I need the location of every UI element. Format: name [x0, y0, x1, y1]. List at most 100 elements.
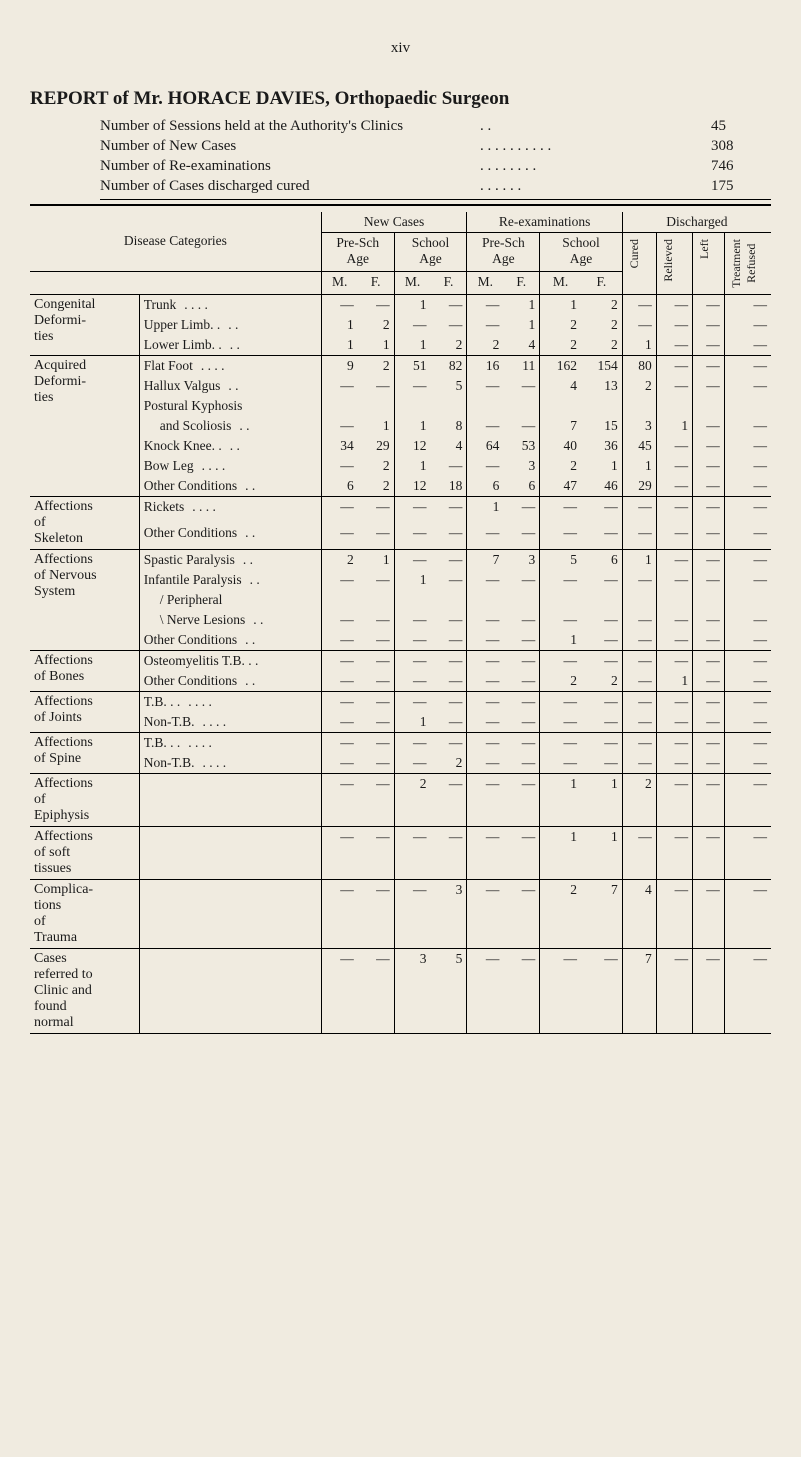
- report-title: REPORT of Mr. HORACE DAVIES, Orthopaedic…: [30, 88, 509, 109]
- data-cell: —: [358, 294, 394, 315]
- data-cell: 36: [581, 436, 622, 456]
- disease-tail-dots: . .: [245, 632, 255, 648]
- data-cell: —: [581, 691, 622, 712]
- data-cell: 3: [431, 879, 467, 948]
- data-cell: 82: [431, 355, 467, 376]
- disease-tail-dots: . .: [230, 337, 240, 353]
- disease-tail-dots: . .: [228, 317, 238, 333]
- table-row: AcquiredDeformi-tiesFlat Foot. . . .9251…: [30, 355, 771, 376]
- data-cell: —: [431, 671, 467, 692]
- data-cell: —: [693, 416, 725, 436]
- data-cell: —: [503, 826, 539, 879]
- data-cell: —: [467, 879, 503, 948]
- data-cell: —: [656, 496, 692, 523]
- hdr-m: M.: [394, 272, 430, 294]
- table-row: Knock Knee. .. .34291246453403645———: [30, 436, 771, 456]
- disease-label: Other Conditions: [144, 478, 237, 494]
- data-cell: —: [467, 315, 503, 335]
- table-row: AffectionsofSkeletonRickets. . . .————1—…: [30, 496, 771, 523]
- data-cell: 18: [431, 476, 467, 497]
- data-cell: —: [358, 712, 394, 733]
- data-cell: —: [431, 496, 467, 523]
- hdr-f: F.: [358, 272, 394, 294]
- data-cell: —: [656, 948, 692, 1033]
- disease-tail-dots: . .: [245, 525, 255, 541]
- data-cell: 7: [581, 879, 622, 948]
- data-cell: [467, 396, 503, 416]
- disease-cell: Upper Limb. . . .: [139, 315, 321, 335]
- data-cell: —: [622, 294, 656, 315]
- data-cell: —: [622, 826, 656, 879]
- data-cell: —: [358, 948, 394, 1033]
- disease-cell: \ Nerve Lesions . .: [139, 610, 321, 630]
- data-cell: —: [724, 376, 771, 396]
- hdr-f: F.: [503, 272, 539, 294]
- disease-label: Upper Limb. .: [144, 317, 221, 333]
- data-cell: 16: [467, 355, 503, 376]
- data-cell: —: [431, 315, 467, 335]
- hdr-relieved: Relieved: [656, 232, 692, 294]
- hdr-f: F.: [581, 272, 622, 294]
- data-cell: —: [693, 496, 725, 523]
- data-cell: —: [467, 826, 503, 879]
- data-cell: 64: [467, 436, 503, 456]
- data-cell: —: [358, 496, 394, 523]
- data-cell: 8: [431, 416, 467, 436]
- data-cell: —: [656, 732, 692, 753]
- disease-label: \ Nerve Lesions: [144, 612, 245, 628]
- data-cell: 5: [540, 549, 581, 570]
- data-cell: 1: [321, 315, 357, 335]
- data-cell: —: [540, 523, 581, 550]
- data-cell: —: [693, 753, 725, 774]
- data-cell: —: [540, 496, 581, 523]
- data-cell: —: [724, 630, 771, 651]
- data-cell: —: [503, 773, 539, 826]
- disease-cell: T.B. . .. . . .: [139, 691, 321, 712]
- data-cell: —: [358, 732, 394, 753]
- disease-tail-dots: . .: [253, 612, 263, 628]
- disease-label: Other Conditions: [144, 525, 237, 541]
- data-cell: 12: [394, 436, 430, 456]
- data-cell: —: [503, 376, 539, 396]
- data-cell: —: [503, 496, 539, 523]
- data-cell: 1: [503, 315, 539, 335]
- data-cell: 11: [503, 355, 539, 376]
- data-cell: —: [622, 691, 656, 712]
- data-cell: [394, 590, 430, 610]
- disease-cell: Spastic Paralysis. .: [139, 549, 321, 570]
- hdr-treatment-refused: TreatmentRefused: [724, 232, 771, 294]
- data-cell: [503, 396, 539, 416]
- data-cell: —: [622, 315, 656, 335]
- disease-label: Hallux Valgus: [144, 378, 221, 394]
- disease-label: / Peripheral: [144, 592, 223, 608]
- data-cell: 1: [394, 570, 430, 590]
- data-cell: —: [724, 570, 771, 590]
- category-cell: Complica-tionsofTrauma: [30, 879, 139, 948]
- disease-cell: Other Conditions. .: [139, 630, 321, 651]
- data-cell: —: [724, 732, 771, 753]
- data-cell: 3: [394, 948, 430, 1033]
- data-cell: —: [467, 753, 503, 774]
- data-cell: —: [467, 570, 503, 590]
- data-cell: —: [581, 650, 622, 671]
- data-cell: 40: [540, 436, 581, 456]
- disease-tail-dots: . . . .: [188, 694, 212, 710]
- disease-tail-dots: . .: [245, 478, 255, 494]
- data-cell: —: [693, 671, 725, 692]
- table-row: Other Conditions. .——————1—————: [30, 630, 771, 651]
- table-row: Affectionsof JointsT.B. . .. . . .——————…: [30, 691, 771, 712]
- disease-tail-dots: . .: [250, 572, 260, 588]
- data-cell: —: [431, 691, 467, 712]
- table-row: Lower Limb. .. .111224221———: [30, 335, 771, 356]
- data-cell: —: [693, 294, 725, 315]
- summary-label: Number of New Cases: [100, 136, 480, 156]
- data-cell: —: [656, 570, 692, 590]
- hdr-m: M.: [467, 272, 503, 294]
- data-cell: 9: [321, 355, 357, 376]
- data-cell: 46: [581, 476, 622, 497]
- table-row: / Peripheral: [30, 590, 771, 610]
- data-cell: —: [693, 879, 725, 948]
- data-cell: 2: [467, 335, 503, 356]
- data-cell: 1: [358, 549, 394, 570]
- disease-tail-dots: . . . .: [202, 458, 226, 474]
